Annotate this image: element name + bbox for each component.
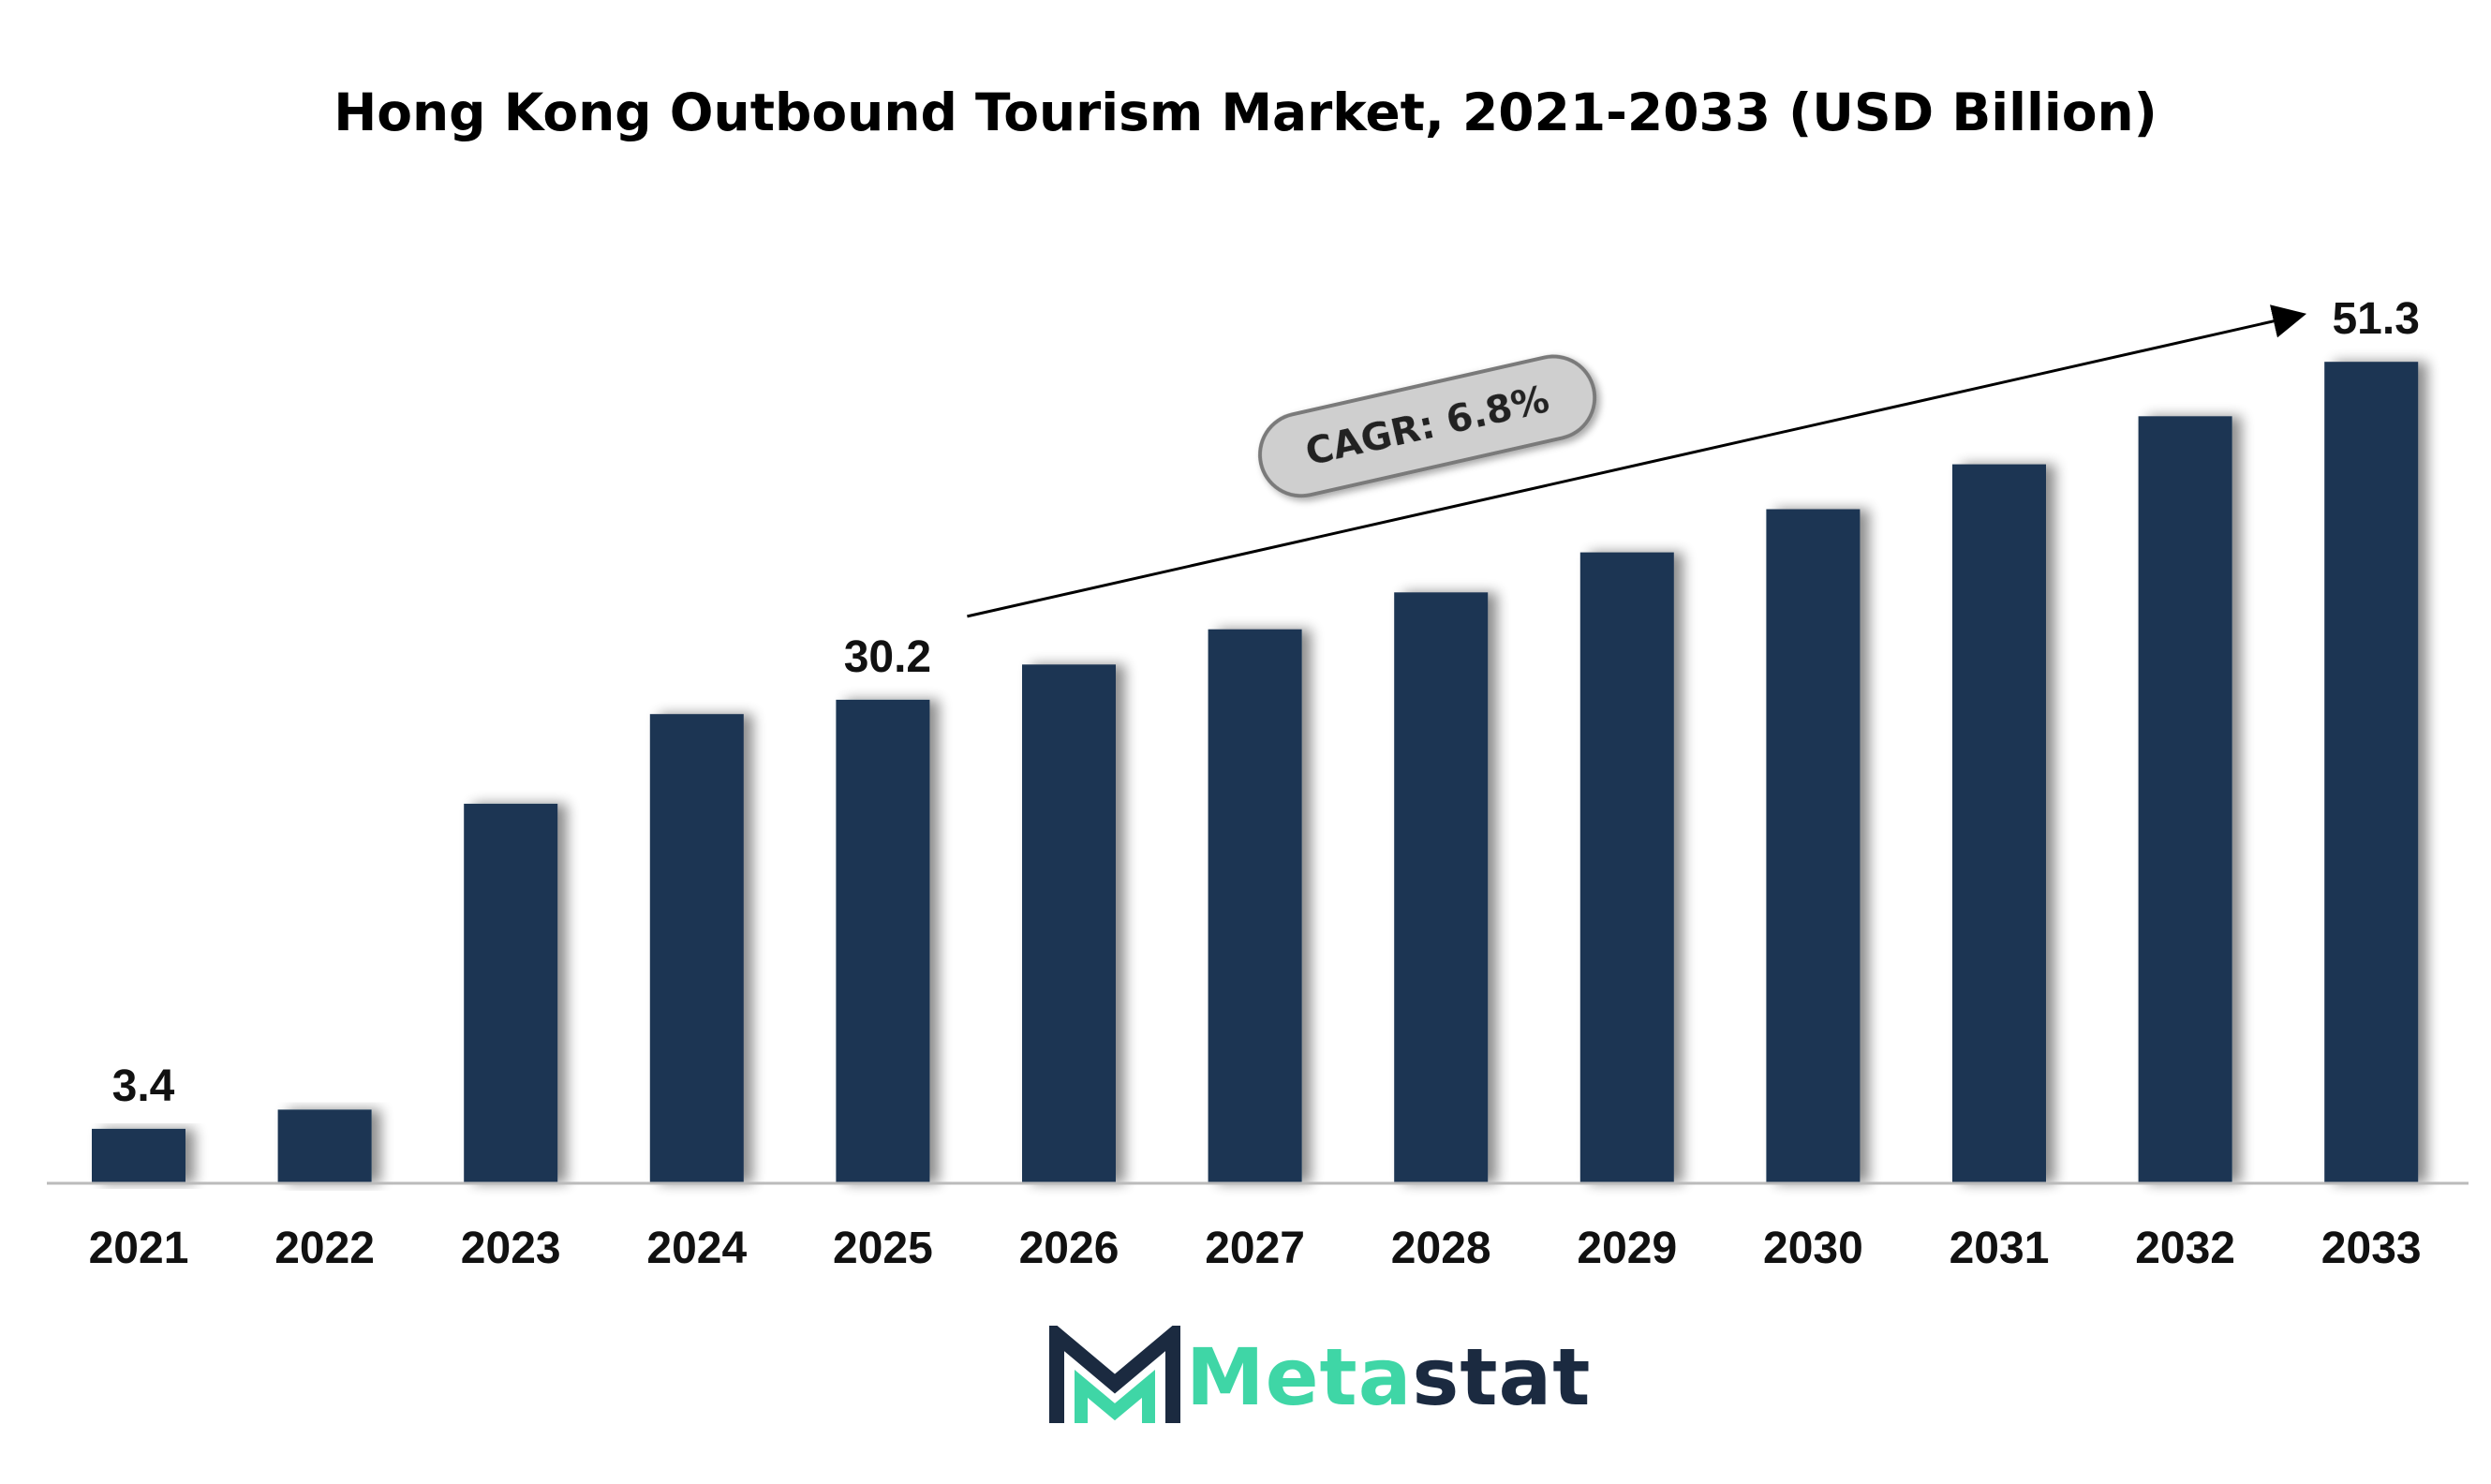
logo-m-dark-stroke [1049,1326,1180,1423]
bar-2024 [649,714,744,1183]
x-tick-label-2032: 2032 [2135,1224,2235,1273]
x-tick-label-2021: 2021 [89,1224,189,1273]
data-label-2025: 30.2 [844,632,931,682]
x-tick-label-2025: 2025 [833,1224,933,1273]
data-label-2033: 51.3 [2332,294,2419,344]
bar-2021 [92,1128,185,1183]
data-labels: 3.4 30.2 51.3 [112,294,2420,1111]
bar-2023 [464,803,558,1183]
bar-2030 [1766,509,1861,1183]
cagr-badge: CAGR: 6.8% [1257,354,1597,498]
logo-wordmark-stat: stat [1412,1331,1592,1423]
metastat-logo: Metastat [1049,1326,1591,1429]
logo-m-accent-stroke [1075,1370,1155,1423]
bar-2027 [1208,629,1302,1183]
x-tick-label-2027: 2027 [1205,1224,1305,1273]
bar-2032 [2138,416,2232,1183]
bar-2033 [2324,362,2419,1183]
bar-2022 [277,1109,372,1183]
cagr-badge-background [1257,354,1597,498]
x-tick-label-2024: 2024 [646,1224,747,1273]
metastat-logo-icon [1049,1326,1180,1423]
x-tick-label-2031: 2031 [1950,1224,2050,1273]
x-tick-label-2030: 2030 [1763,1224,1863,1273]
cagr-arrow [967,304,2307,618]
x-tick-label-2023: 2023 [461,1224,561,1273]
x-tick-label-2022: 2022 [274,1224,375,1273]
data-label-2021: 3.4 [112,1061,175,1111]
bar-2029 [1579,552,1674,1183]
x-tick-label-2033: 2033 [2321,1224,2422,1273]
logo-wordmark: Metastat [1186,1331,1591,1423]
bar-2025 [836,699,930,1183]
x-tick-label-2028: 2028 [1391,1224,1491,1273]
bar-2028 [1394,592,1489,1183]
logo-wordmark-meta: Meta [1186,1331,1413,1423]
bar-2026 [1022,664,1116,1183]
bars-layer [92,362,2419,1184]
x-tick-labels: 2021 2022 2023 2024 2025 2026 2027 2028 2029 2030… [89,1224,2422,1273]
bar-2031 [1952,464,2046,1184]
x-tick-label-2029: 2029 [1577,1224,1677,1273]
x-tick-label-2026: 2026 [1019,1224,1119,1273]
chart-title: Hong Kong Outbound Tourism Market, 2021-… [334,82,2157,142]
